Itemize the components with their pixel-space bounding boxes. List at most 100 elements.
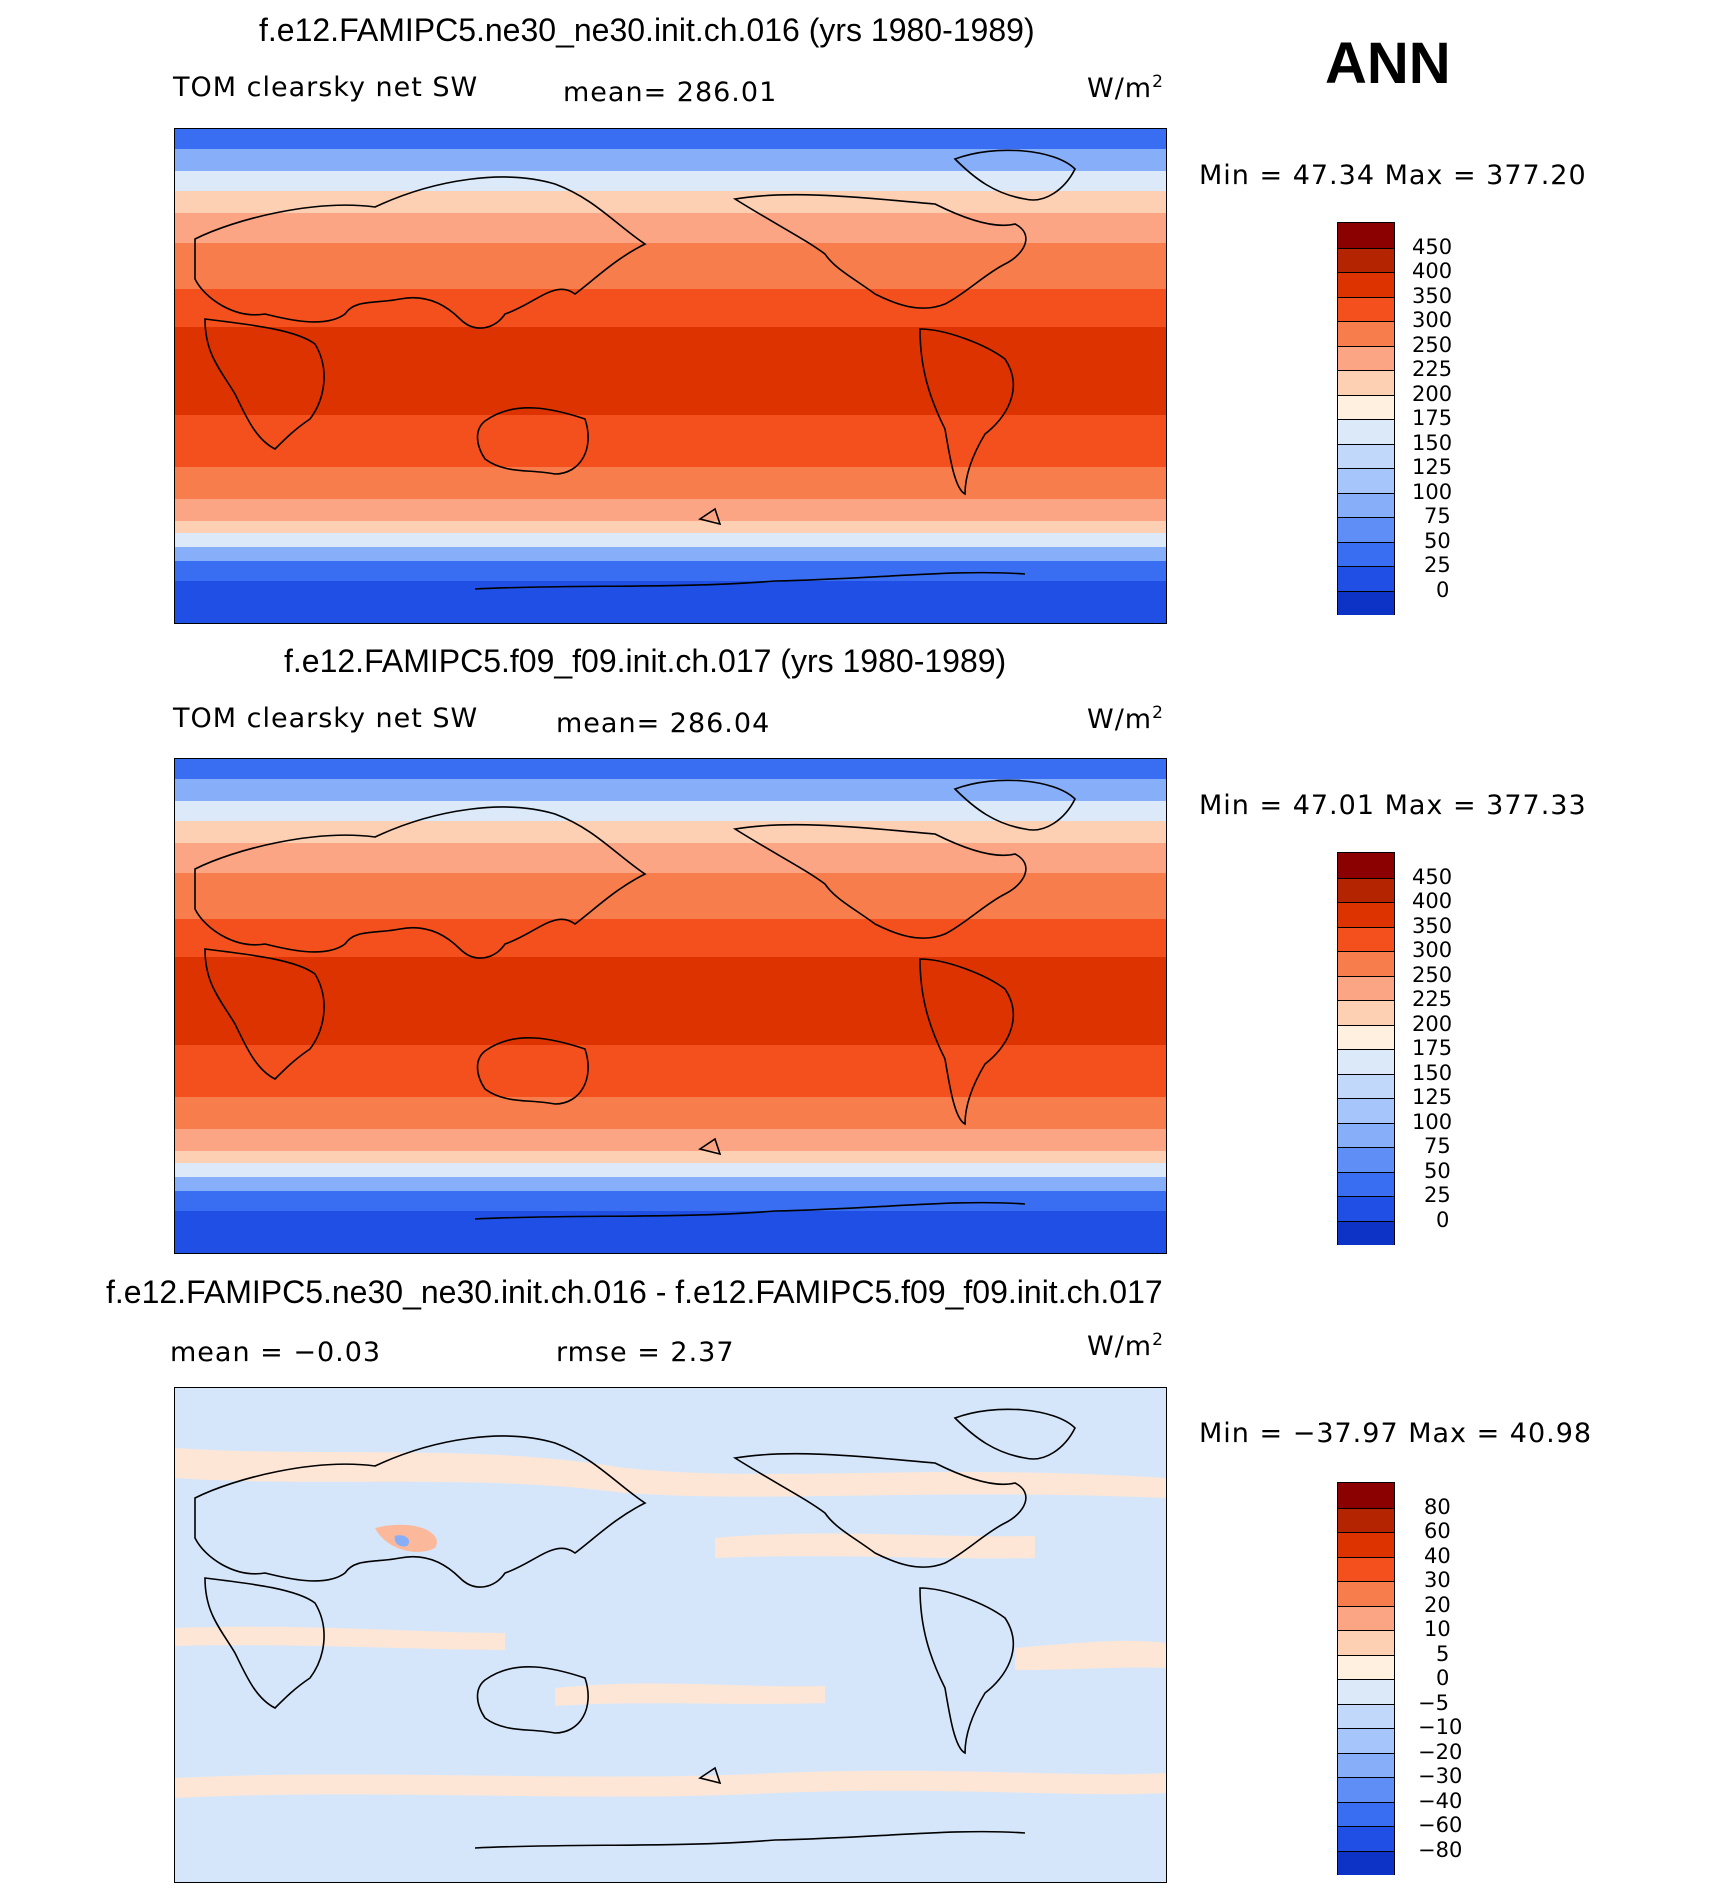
- colorbar-tick-label: 150: [1412, 431, 1453, 455]
- colorbar-box: [1338, 443, 1394, 468]
- colorbar-box: [1338, 1728, 1394, 1753]
- panel-1-map: [174, 128, 1167, 624]
- panel-3-title: f.e12.FAMIPC5.ne30_ne30.init.ch.016 - f.…: [106, 1274, 1163, 1310]
- colorbar-box: [1338, 1777, 1394, 1802]
- colorbar-box: [1338, 1098, 1394, 1123]
- colorbar-tick-label: 150: [1412, 1061, 1453, 1085]
- colorbar-box: [1338, 370, 1394, 395]
- panel-2-title: f.e12.FAMIPC5.f09_f09.init.ch.017 (yrs 1…: [284, 643, 1007, 679]
- colorbar-tick-label: 100: [1412, 480, 1453, 504]
- colorbar-box: [1338, 1507, 1394, 1532]
- colorbar-box: [1338, 1826, 1394, 1851]
- colorbar-tick-label: 200: [1412, 1012, 1453, 1036]
- colorbar-box: [1338, 492, 1394, 517]
- colorbar-tick-label: 50: [1424, 1159, 1451, 1183]
- colorbar-box: [1338, 590, 1394, 615]
- colorbar-tick-label: 100: [1412, 1110, 1453, 1134]
- panel-3-units: W/m2: [1087, 1330, 1164, 1362]
- colorbar-tick-label: 0: [1436, 578, 1450, 602]
- panel-1-minmax: Min = 47.34 Max = 377.20: [1199, 160, 1587, 191]
- panel-1-mean-label: mean= 286.01: [563, 77, 778, 108]
- colorbar-tick-label: 400: [1412, 259, 1453, 283]
- colorbar-box: [1338, 1220, 1394, 1245]
- colorbar-tick-label: 125: [1412, 1085, 1453, 1109]
- colorbar-box: [1338, 902, 1394, 927]
- colorbar-tick-label: 350: [1412, 914, 1453, 938]
- colorbar-box: [1338, 1679, 1394, 1704]
- colorbar-tick-label: −20: [1418, 1740, 1463, 1764]
- panel-3-colorbar: [1337, 1482, 1395, 1875]
- panel-3-map: [174, 1387, 1167, 1883]
- panel-3-minmax: Min = −37.97 Max = 40.98: [1199, 1418, 1593, 1449]
- colorbar-box: [1338, 223, 1394, 248]
- colorbar-tick-label: −80: [1418, 1838, 1463, 1862]
- colorbar-box: [1338, 877, 1394, 902]
- colorbar-tick-label: −60: [1418, 1813, 1463, 1837]
- colorbar-tick-label: 25: [1424, 1183, 1451, 1207]
- colorbar-tick-label: 30: [1424, 1568, 1451, 1592]
- colorbar-box: [1338, 468, 1394, 493]
- colorbar-tick-label: 175: [1412, 406, 1453, 430]
- colorbar-box: [1338, 1000, 1394, 1025]
- colorbar-tick-label: 225: [1412, 987, 1453, 1011]
- colorbar-box: [1338, 1581, 1394, 1606]
- panel-3-rmse-label: rmse = 2.37: [556, 1337, 735, 1368]
- season-label: ANN: [1325, 31, 1451, 96]
- colorbar-tick-label: 400: [1412, 889, 1453, 913]
- colorbar-box: [1338, 296, 1394, 321]
- colorbar-tick-label: 250: [1412, 963, 1453, 987]
- colorbar-tick-label: 300: [1412, 938, 1453, 962]
- colorbar-box: [1338, 1654, 1394, 1679]
- colorbar-tick-label: 75: [1424, 504, 1451, 528]
- colorbar-tick-label: −10: [1418, 1715, 1463, 1739]
- colorbar-box: [1338, 1532, 1394, 1557]
- colorbar-tick-label: −30: [1418, 1764, 1463, 1788]
- colorbar-box: [1338, 926, 1394, 951]
- colorbar-tick-label: 40: [1424, 1544, 1451, 1568]
- colorbar-box: [1338, 1073, 1394, 1098]
- colorbar-box: [1338, 1171, 1394, 1196]
- colorbar-box: [1338, 1483, 1394, 1508]
- colorbar-box: [1338, 517, 1394, 542]
- colorbar-box: [1338, 1122, 1394, 1147]
- colorbar-tick-label: 50: [1424, 529, 1451, 553]
- colorbar-box: [1338, 321, 1394, 346]
- colorbar-box: [1338, 1850, 1394, 1875]
- colorbar-box: [1338, 541, 1394, 566]
- panel-2-variable-label: TOM clearsky net SW: [173, 703, 479, 734]
- colorbar-tick-label: 25: [1424, 553, 1451, 577]
- colorbar-box: [1338, 1703, 1394, 1728]
- colorbar-box: [1338, 1049, 1394, 1074]
- colorbar-tick-label: −40: [1418, 1789, 1463, 1813]
- colorbar-box: [1338, 1556, 1394, 1581]
- panel-1-units: W/m2: [1087, 72, 1164, 104]
- colorbar-tick-label: 175: [1412, 1036, 1453, 1060]
- colorbar-box: [1338, 1801, 1394, 1826]
- colorbar-box: [1338, 1605, 1394, 1630]
- colorbar-box: [1338, 1147, 1394, 1172]
- colorbar-tick-label: 250: [1412, 333, 1453, 357]
- colorbar-tick-label: 0: [1436, 1208, 1450, 1232]
- colorbar-tick-label: 75: [1424, 1134, 1451, 1158]
- colorbar-tick-label: 10: [1424, 1617, 1451, 1641]
- colorbar-box: [1338, 272, 1394, 297]
- colorbar-tick-label: 60: [1424, 1519, 1451, 1543]
- colorbar-tick-label: 350: [1412, 284, 1453, 308]
- colorbar-tick-label: 225: [1412, 357, 1453, 381]
- colorbar-tick-label: 450: [1412, 865, 1453, 889]
- colorbar-box: [1338, 247, 1394, 272]
- panel-1-colorbar: [1337, 222, 1395, 615]
- colorbar-tick-label: 450: [1412, 235, 1453, 259]
- colorbar-tick-label: 125: [1412, 455, 1453, 479]
- panel-1-title: f.e12.FAMIPC5.ne30_ne30.init.ch.016 (yrs…: [259, 12, 1035, 48]
- colorbar-box: [1338, 1752, 1394, 1777]
- colorbar-tick-label: 80: [1424, 1495, 1451, 1519]
- panel-2-colorbar: [1337, 852, 1395, 1245]
- panel-2-mean-label: mean= 286.04: [556, 708, 771, 739]
- colorbar-box: [1338, 345, 1394, 370]
- panel-2-map: [174, 758, 1167, 1254]
- colorbar-tick-label: 5: [1436, 1642, 1450, 1666]
- colorbar-box: [1338, 951, 1394, 976]
- colorbar-tick-label: 200: [1412, 382, 1453, 406]
- panel-3-mean-label: mean = −0.03: [170, 1337, 382, 1368]
